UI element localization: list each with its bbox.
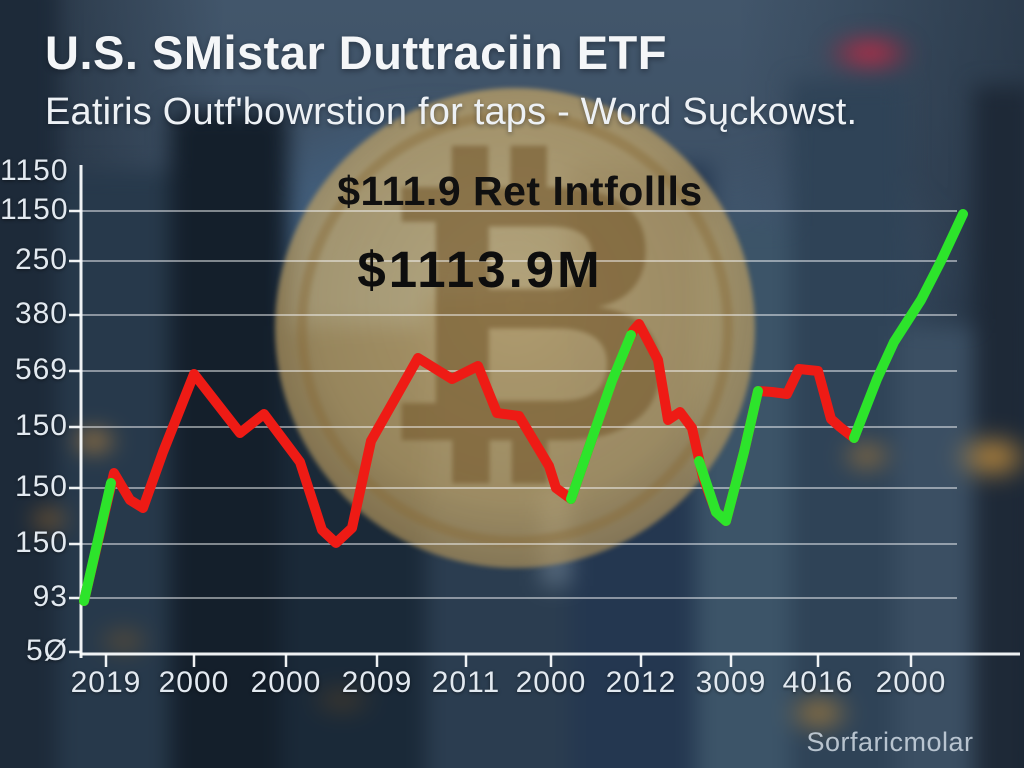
x-tick-label: 2009 — [341, 666, 413, 699]
y-tick-label: 150 — [14, 470, 68, 503]
x-tick-label: 2019 — [70, 666, 142, 699]
page-title: U.S. SMistar Duttraciin ETF — [45, 26, 667, 79]
series-green-overlay-mid-rally — [566, 330, 636, 504]
red-building-sign — [824, 34, 916, 72]
x-tick-label: 2000 — [158, 666, 230, 699]
window-light — [94, 624, 154, 658]
y-tick-label: 93 — [32, 580, 68, 613]
window-light — [838, 438, 896, 474]
y-tick-label: 5Ø — [25, 634, 68, 667]
series-etf-flow-red — [79, 319, 859, 606]
watermark: Sorfaricmolar — [806, 727, 974, 757]
y-tick-label: 1150 — [0, 154, 69, 187]
series-green-overlay-valley — [694, 386, 763, 526]
flow-annotation-label: $111.9 Ret Intfollls — [337, 168, 703, 214]
x-tick-label: 4016 — [782, 666, 854, 699]
y-tick-label: 150 — [14, 526, 68, 559]
x-tick-label: 2000 — [515, 666, 587, 699]
y-tick-label: 569 — [14, 353, 68, 386]
x-tick-label: 2011 — [431, 666, 501, 699]
window-light — [784, 692, 854, 734]
x-tick-label: 2012 — [605, 666, 677, 699]
window-light — [306, 682, 378, 718]
x-tick-label: 2000 — [250, 666, 322, 699]
window-light — [68, 426, 120, 456]
flow-annotation-value: $1113.9M — [357, 241, 603, 298]
y-tick-label: 380 — [14, 297, 68, 330]
y-tick-label: 150 — [14, 409, 68, 442]
window-light — [951, 431, 1024, 483]
building — [170, 111, 288, 768]
building — [0, 0, 58, 768]
x-tick-label: 2000 — [875, 666, 947, 699]
x-tick-label: 3009 — [695, 666, 767, 699]
series-green-overlay-final-rally — [849, 209, 968, 443]
y-tick-label: 250 — [14, 243, 68, 276]
page-subtitle: Eatiris Outf'bowrstion for taps - Word S… — [45, 91, 858, 133]
y-tick-label: 1150 — [0, 193, 69, 226]
series-green-overlay-start — [79, 478, 116, 606]
window-light — [26, 506, 72, 532]
